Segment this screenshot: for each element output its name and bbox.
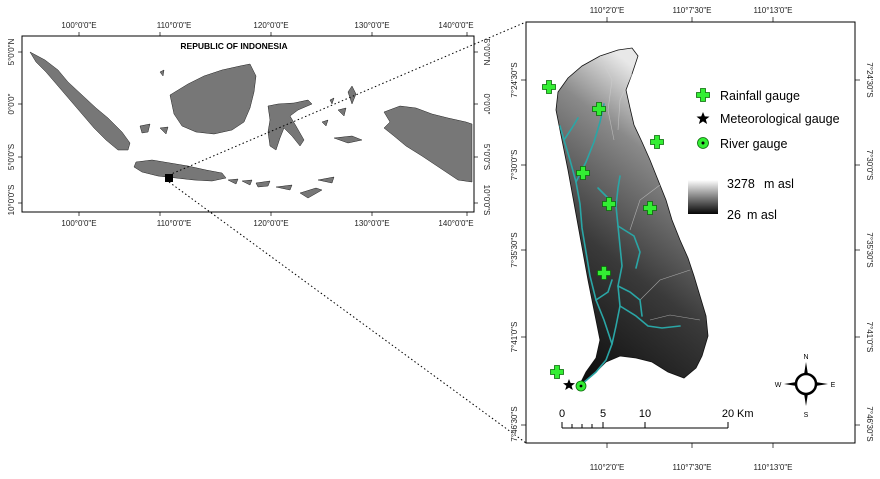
main-bottom-tick-3: 110°13'0"E (753, 463, 792, 472)
inset-right-tick-4: 10°0'0"S (482, 185, 491, 216)
meteorological-gauge (563, 379, 575, 390)
inset-bottom-tick-1: 100°0'0"E (61, 219, 96, 228)
scale-unit: Km (737, 408, 754, 420)
inset-top-tick-1: 100°0'0"E (61, 21, 96, 30)
compass-ring (794, 372, 818, 396)
inset-left-tick-3: 5°0'0"S (7, 144, 16, 170)
inset-bottom-tick-2: 110°0'0"E (157, 219, 192, 228)
bangka-island (139, 123, 169, 135)
inset-top-tick-2: 110°0'0"E (157, 21, 192, 30)
inset-left-tick-2: 0°0'0" (7, 93, 16, 114)
compass-south-label: S (804, 412, 809, 419)
north-arrow-compass: N S W E (775, 354, 836, 419)
river-tributary-5 (563, 117, 579, 141)
inset-top-tick-5: 140°0'0"E (438, 21, 473, 30)
main-right-tick-5: 7°46'30"S (865, 406, 874, 441)
inset-bottom-tick-3: 120°0'0"E (253, 219, 288, 228)
inset-right-tick-1: 5°0'0"N (482, 39, 491, 66)
main-right-tick-2: 7°30'0"S (865, 150, 874, 181)
small-islands (159, 69, 335, 127)
study-area-marker (165, 174, 173, 182)
main-map: 110°2'0"E 110°7'30"E 110°13'0"E 110°2'0"… (510, 6, 874, 472)
legend-river-symbol (697, 137, 709, 149)
elevation-max-unit: m asl (764, 177, 794, 191)
watershed-dem (555, 47, 709, 386)
main-left-tick-4: 7°41'0"S (510, 322, 519, 353)
scale-label-5: 5 (600, 408, 606, 420)
elevation-min-value: 26 (727, 208, 741, 222)
inset-right-tick-2: 0°0'0" (482, 94, 491, 115)
inset-map: 100°0'0"E 110°0'0"E 120°0'0"E 130°0'0"E … (7, 21, 491, 228)
inset-left-tick-4: 10°0'0"S (7, 185, 16, 216)
elevation-max-value: 3278 (727, 177, 755, 191)
main-left-tick-1: 7°24'30"S (510, 62, 519, 97)
legend-rainfall-label: Rainfall gauge (720, 89, 800, 103)
river-tributary-4 (595, 279, 613, 301)
maluku-islands (333, 85, 363, 144)
sub-basin-boundaries (599, 55, 701, 321)
river-network (559, 103, 681, 385)
inset-tick-marks (18, 32, 478, 216)
inset-title: REPUBLIC OF INDONESIA (180, 41, 287, 51)
scale-label-10: 10 (639, 408, 651, 420)
legend-meteorological-symbol (696, 112, 710, 124)
elevation-color-ramp (688, 180, 718, 214)
river-west (559, 125, 613, 345)
java-island (133, 159, 227, 182)
main-map-tick-marks (521, 17, 860, 448)
main-right-tick-3: 7°35'30"S (865, 232, 874, 267)
compass-north-label: N (803, 354, 808, 361)
compass-west-label: W (775, 382, 782, 389)
main-top-tick-1: 110°2'0"E (590, 6, 625, 15)
main-top-tick-2: 110°7'30"E (672, 6, 711, 15)
scale-label-0: 0 (559, 408, 565, 420)
elevation-min-unit: m asl (747, 208, 777, 222)
map-legend: Rainfall gauge Meteorological gauge Rive… (688, 88, 840, 222)
river-gauge (575, 380, 587, 392)
main-bottom-tick-1: 110°2'0"E (590, 463, 625, 472)
indonesia-islands (29, 51, 473, 199)
scale-label-20: 20 (722, 408, 734, 420)
papua-island (383, 105, 473, 183)
sumatra-island (29, 51, 131, 151)
legend-meteorological-label: Meteorological gauge (720, 112, 840, 126)
inset-bottom-tick-4: 130°0'0"E (354, 219, 389, 228)
scale-bar: 0 5 10 20 Km (559, 408, 754, 429)
river-tributary-1 (617, 285, 643, 317)
inset-left-tick-1: 5°0'0"N (7, 38, 16, 65)
main-left-tick-3: 7°35'30"S (510, 232, 519, 267)
sulawesi-island (267, 99, 313, 151)
borneo-island (169, 63, 257, 135)
river-tributary-2 (617, 225, 641, 269)
inset-bottom-tick-5: 140°0'0"E (438, 219, 473, 228)
main-left-tick-5: 7°46'30"S (510, 406, 519, 441)
main-left-tick-2: 7°30'0"S (510, 150, 519, 181)
main-right-tick-1: 7°24'30"S (865, 62, 874, 97)
river-east (619, 305, 681, 329)
compass-east-label: E (831, 382, 836, 389)
zoom-connector-lines (168, 21, 527, 444)
inset-top-tick-4: 130°0'0"E (354, 21, 389, 30)
main-bottom-tick-2: 110°7'30"E (672, 463, 711, 472)
inset-right-tick-3: 5°0'0"S (482, 144, 491, 170)
inset-top-tick-3: 120°0'0"E (253, 21, 288, 30)
main-right-tick-4: 7°41'0"S (865, 322, 874, 353)
nusa-tenggara-islands (227, 176, 335, 199)
legend-river-label: River gauge (720, 137, 787, 151)
main-top-tick-3: 110°13'0"E (753, 6, 792, 15)
